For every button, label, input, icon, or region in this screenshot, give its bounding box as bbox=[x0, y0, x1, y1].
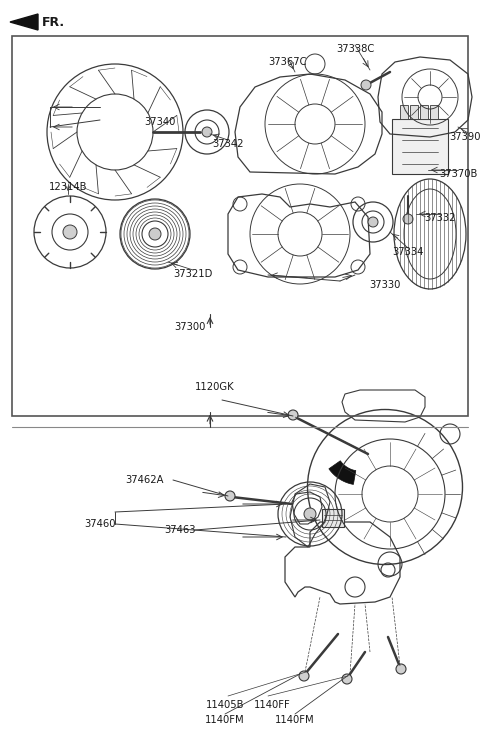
Text: 37332: 37332 bbox=[424, 213, 456, 223]
Bar bbox=[400, 105, 408, 119]
Text: 1140FM: 1140FM bbox=[275, 715, 315, 725]
Text: 12314B: 12314B bbox=[49, 182, 87, 192]
Text: 37460: 37460 bbox=[84, 519, 116, 529]
Text: 37390B: 37390B bbox=[449, 132, 480, 142]
Text: 37367C: 37367C bbox=[269, 57, 307, 67]
Polygon shape bbox=[10, 14, 38, 30]
Circle shape bbox=[63, 225, 77, 239]
Bar bbox=[410, 105, 418, 119]
Circle shape bbox=[361, 80, 371, 90]
Bar bbox=[430, 105, 438, 119]
Polygon shape bbox=[329, 461, 356, 485]
Circle shape bbox=[396, 664, 406, 674]
Circle shape bbox=[304, 508, 316, 520]
Text: 1140FF: 1140FF bbox=[253, 700, 290, 710]
Circle shape bbox=[368, 217, 378, 227]
Circle shape bbox=[225, 491, 235, 501]
Circle shape bbox=[288, 410, 298, 420]
Circle shape bbox=[299, 671, 309, 681]
Bar bbox=[12, 36, 468, 416]
Circle shape bbox=[149, 228, 161, 240]
Text: 1120GK: 1120GK bbox=[195, 382, 235, 392]
Text: 37340: 37340 bbox=[144, 117, 176, 127]
Circle shape bbox=[403, 214, 413, 224]
Text: 37300: 37300 bbox=[174, 322, 206, 332]
Text: 37370B: 37370B bbox=[439, 169, 477, 179]
Text: 37463: 37463 bbox=[164, 525, 196, 535]
Bar bbox=[322, 509, 344, 527]
Text: 1140FM: 1140FM bbox=[205, 715, 245, 725]
Text: FR.: FR. bbox=[42, 16, 65, 28]
Bar bbox=[392, 119, 448, 174]
Text: 37321D: 37321D bbox=[173, 269, 213, 279]
Text: 37338C: 37338C bbox=[336, 44, 374, 54]
Text: 37334: 37334 bbox=[392, 247, 424, 257]
Circle shape bbox=[342, 674, 352, 684]
Bar bbox=[420, 105, 428, 119]
Circle shape bbox=[202, 127, 212, 137]
Text: 37330: 37330 bbox=[369, 280, 401, 290]
Text: 37342: 37342 bbox=[212, 139, 244, 149]
Text: 11405B: 11405B bbox=[206, 700, 244, 710]
Text: 37462A: 37462A bbox=[126, 475, 164, 485]
